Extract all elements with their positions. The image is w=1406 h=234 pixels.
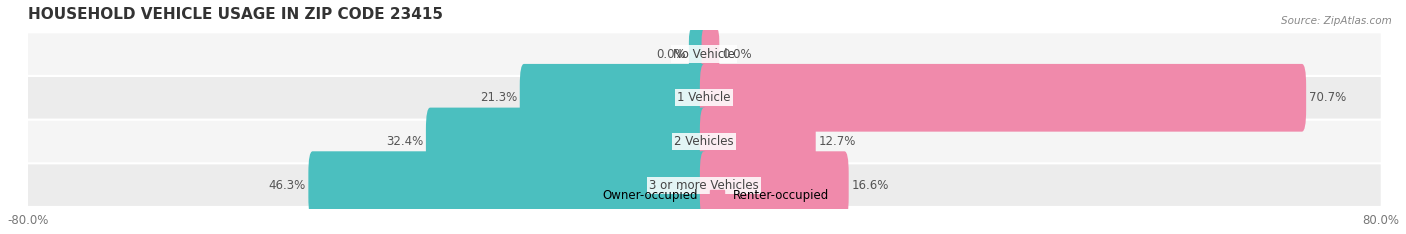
- Text: 12.7%: 12.7%: [818, 135, 856, 148]
- Legend: Owner-occupied, Renter-occupied: Owner-occupied, Renter-occupied: [574, 184, 834, 207]
- Text: 3 or more Vehicles: 3 or more Vehicles: [650, 179, 759, 192]
- Text: 0.0%: 0.0%: [723, 48, 752, 61]
- FancyBboxPatch shape: [700, 108, 815, 175]
- FancyBboxPatch shape: [702, 29, 720, 79]
- FancyBboxPatch shape: [28, 33, 1381, 75]
- FancyBboxPatch shape: [689, 29, 707, 79]
- Text: No Vehicle: No Vehicle: [673, 48, 735, 61]
- FancyBboxPatch shape: [700, 151, 849, 219]
- Text: 70.7%: 70.7%: [1309, 91, 1346, 104]
- Text: 21.3%: 21.3%: [479, 91, 517, 104]
- FancyBboxPatch shape: [700, 64, 1306, 132]
- FancyBboxPatch shape: [28, 121, 1381, 162]
- Text: 46.3%: 46.3%: [269, 179, 307, 192]
- Text: 0.0%: 0.0%: [655, 48, 686, 61]
- Text: 32.4%: 32.4%: [387, 135, 423, 148]
- FancyBboxPatch shape: [308, 151, 709, 219]
- Text: HOUSEHOLD VEHICLE USAGE IN ZIP CODE 23415: HOUSEHOLD VEHICLE USAGE IN ZIP CODE 2341…: [28, 7, 443, 22]
- FancyBboxPatch shape: [28, 165, 1381, 206]
- Text: 16.6%: 16.6%: [851, 179, 889, 192]
- Text: Source: ZipAtlas.com: Source: ZipAtlas.com: [1281, 16, 1392, 26]
- Text: 1 Vehicle: 1 Vehicle: [678, 91, 731, 104]
- Text: 2 Vehicles: 2 Vehicles: [675, 135, 734, 148]
- FancyBboxPatch shape: [28, 77, 1381, 119]
- FancyBboxPatch shape: [426, 108, 709, 175]
- FancyBboxPatch shape: [520, 64, 709, 132]
